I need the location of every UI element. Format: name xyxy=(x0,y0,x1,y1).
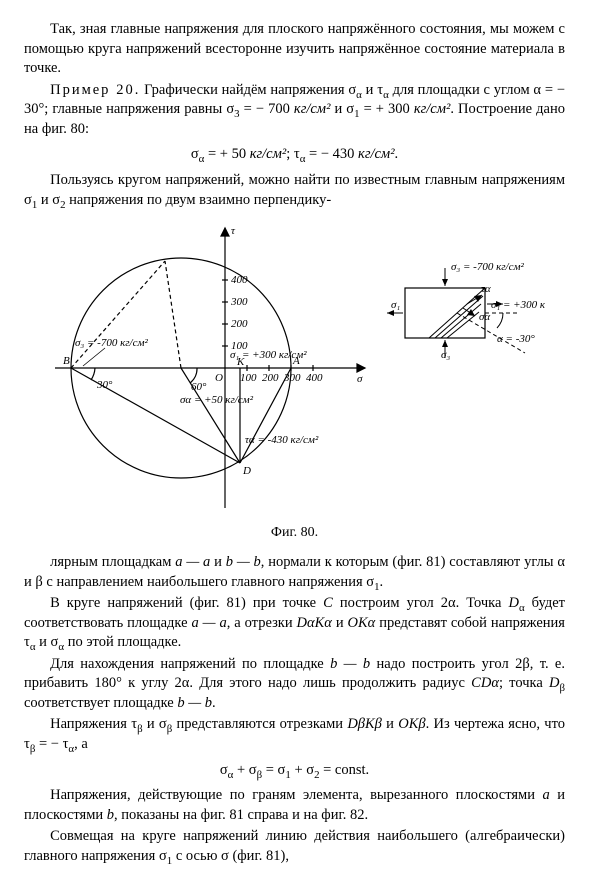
svg-text:α = -30°: α = -30° xyxy=(497,333,535,345)
formula-2: σα + σβ = σ1 + σ2 = const. xyxy=(24,761,565,781)
svg-text:400: 400 xyxy=(231,274,248,286)
svg-text:τ: τ xyxy=(231,225,236,237)
svg-text:200: 200 xyxy=(262,372,279,384)
svg-text:σα = +50 кг/см²: σα = +50 кг/см² xyxy=(180,394,254,406)
svg-text:300: 300 xyxy=(283,372,301,384)
paragraph-5: В круге напряжений (фиг. 81) при точке C… xyxy=(24,594,565,653)
svg-text:B: B xyxy=(63,355,70,367)
svg-text:100: 100 xyxy=(240,372,257,384)
paragraph-7: Напряжения τβ и σβ представляются отрезк… xyxy=(24,715,565,754)
svg-text:σ₁ = +300 кг/см²: σ₁ = +300 кг/см² xyxy=(491,299,545,311)
svg-text:30°: 30° xyxy=(96,379,113,391)
svg-text:τα: τα xyxy=(481,283,491,295)
svg-text:300: 300 xyxy=(230,296,248,308)
paragraph-3: Пользуясь кругом напряжений, можно найти… xyxy=(24,171,565,210)
example-20: Пример 20. Графически найдём напряжения … xyxy=(24,81,565,140)
svg-text:400: 400 xyxy=(306,372,323,384)
svg-text:σ: σ xyxy=(357,373,363,385)
svg-text:σ₃: σ₃ xyxy=(441,349,450,361)
svg-text:σ₃ = -700 кг/см²: σ₃ = -700 кг/см² xyxy=(451,261,524,273)
fig-80-caption: Фиг. 80. xyxy=(24,524,565,543)
paragraph-9: Совмещая на круге напряжений линию дейст… xyxy=(24,827,565,866)
paragraph-1: Так, зная главные напряжения для плоског… xyxy=(24,20,565,79)
svg-text:60°: 60° xyxy=(191,381,207,393)
svg-text:O: O xyxy=(215,372,223,384)
svg-text:σα: σα xyxy=(479,311,490,323)
paragraph-6: Для нахождения напряжений по площадке b … xyxy=(24,655,565,714)
figure-80: 100 200 300 400 100 200 300 400 τ σ O K … xyxy=(24,218,565,518)
svg-text:D: D xyxy=(242,465,251,477)
svg-text:σ₁: σ₁ xyxy=(391,299,400,311)
svg-text:σ₁ = +300 кг/см²: σ₁ = +300 кг/см² xyxy=(230,349,307,361)
paragraph-4: лярным площадкам a — a и b — b, нормали … xyxy=(24,553,565,592)
svg-text:200: 200 xyxy=(231,318,248,330)
svg-text:τα = -430 кг/см²: τα = -430 кг/см² xyxy=(245,434,319,446)
formula-1: σα = + 50 кг/см²; τα = − 430 кг/см². xyxy=(24,145,565,165)
svg-text:σ₃ = -700 кг/см²: σ₃ = -700 кг/см² xyxy=(75,337,148,349)
paragraph-8: Напряжения, действующие по граням элемен… xyxy=(24,786,565,825)
